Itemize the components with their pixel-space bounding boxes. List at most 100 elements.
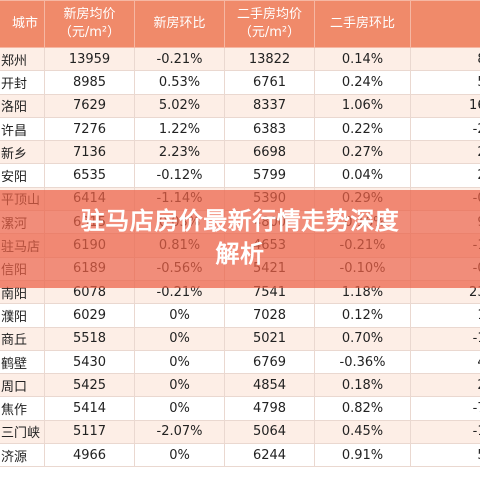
new-change-cell: 0%	[135, 444, 225, 467]
second-price-cell: 6383	[225, 117, 315, 140]
last-col-cell: 5.0	[411, 71, 480, 94]
second-change-cell: 0.12%	[315, 304, 411, 327]
city-cell: 商丘	[0, 327, 45, 350]
city-cell: 新乡	[0, 141, 45, 164]
second-change-cell: 0.14%	[315, 48, 411, 71]
city-cell: 许昌	[0, 117, 45, 140]
header-second-price: 二手房均价 （元/m²）	[225, 1, 315, 48]
second-change-cell: 0.82%	[315, 397, 411, 420]
article-title[interactable]: 驻马店房价最新行情走势深度 解析	[0, 205, 480, 271]
new-change-cell: 2.23%	[135, 141, 225, 164]
second-price-cell: 7028	[225, 304, 315, 327]
table-header-row: 城市 新房均价 （元/m²） 新房环比 二手房均价 （元/m²） 二手房环比	[0, 1, 480, 48]
header-second-price-unit: （元/m²）	[239, 25, 300, 40]
new-price-cell: 7276	[45, 117, 135, 140]
second-change-cell: -0.36%	[315, 350, 411, 373]
new-price-cell: 13959	[45, 48, 135, 71]
last-col-cell: 16.1	[411, 94, 480, 117]
new-change-cell: 0%	[135, 374, 225, 397]
new-price-cell: 6029	[45, 304, 135, 327]
city-cell: 开封	[0, 71, 45, 94]
city-cell: 鹤壁	[0, 350, 45, 373]
header-new-price-title: 新房均价	[63, 7, 115, 22]
last-col-cell: 5.3	[411, 444, 480, 467]
city-cell: 周口	[0, 374, 45, 397]
new-change-cell: 0%	[135, 350, 225, 373]
city-cell: 焦作	[0, 397, 45, 420]
header-second-price-title: 二手房均价	[237, 7, 302, 22]
last-col-cell: -7.4	[411, 397, 480, 420]
last-col-cell: -2.0	[411, 117, 480, 140]
city-cell: 濮阳	[0, 304, 45, 327]
header-city: 城市	[0, 1, 45, 48]
city-cell: 济源	[0, 444, 45, 467]
header-new-price-unit: （元/m²）	[59, 25, 120, 40]
last-col-cell: 4.0	[411, 350, 480, 373]
header-new-change: 新房环比	[135, 1, 225, 48]
new-change-cell: -0.12%	[135, 164, 225, 187]
new-price-cell: 7136	[45, 141, 135, 164]
new-price-cell: 5117	[45, 420, 135, 443]
last-col-cell: 2.7	[411, 374, 480, 397]
second-change-cell: 0.22%	[315, 117, 411, 140]
header-last-col	[411, 1, 480, 48]
new-change-cell: -0.21%	[135, 48, 225, 71]
second-price-cell: 4798	[225, 397, 315, 420]
second-change-cell: 0.24%	[315, 71, 411, 94]
last-col-cell: 1.2	[411, 304, 480, 327]
header-second-change: 二手房环比	[315, 1, 411, 48]
second-price-cell: 13822	[225, 48, 315, 71]
article-title-line-1: 驻马店房价最新行情走势深度	[0, 205, 480, 238]
second-change-cell: 0.27%	[315, 141, 411, 164]
second-price-cell: 8337	[225, 94, 315, 117]
city-cell: 安阳	[0, 164, 45, 187]
new-change-cell: 0%	[135, 327, 225, 350]
new-price-cell: 8985	[45, 71, 135, 94]
last-col-cell: 8.3	[411, 48, 480, 71]
article-title-line-2: 解析	[0, 238, 480, 271]
new-change-cell: 1.22%	[135, 117, 225, 140]
new-price-cell: 7629	[45, 94, 135, 117]
header-new-price: 新房均价 （元/m²）	[45, 1, 135, 48]
second-change-cell: 0.45%	[315, 420, 411, 443]
new-price-cell: 5430	[45, 350, 135, 373]
second-change-cell: 0.70%	[315, 327, 411, 350]
second-price-cell: 5799	[225, 164, 315, 187]
new-change-cell: 0.53%	[135, 71, 225, 94]
new-price-cell: 5414	[45, 397, 135, 420]
second-price-cell: 5021	[225, 327, 315, 350]
second-change-cell: 0.04%	[315, 164, 411, 187]
second-change-cell: 0.91%	[315, 444, 411, 467]
second-price-cell: 6698	[225, 141, 315, 164]
city-cell: 三门峡	[0, 420, 45, 443]
new-price-cell: 5425	[45, 374, 135, 397]
new-price-cell: 4966	[45, 444, 135, 467]
second-price-cell: 6769	[225, 350, 315, 373]
new-price-cell: 6535	[45, 164, 135, 187]
second-price-cell: 5064	[225, 420, 315, 443]
last-col-cell: -12.	[411, 327, 480, 350]
new-price-cell: 5518	[45, 327, 135, 350]
last-col-cell: 2.0	[411, 164, 480, 187]
last-col-cell: 2.6	[411, 141, 480, 164]
second-change-cell: 0.18%	[315, 374, 411, 397]
new-change-cell: 0%	[135, 397, 225, 420]
second-price-cell: 6244	[225, 444, 315, 467]
new-change-cell: 5.02%	[135, 94, 225, 117]
second-price-cell: 6761	[225, 71, 315, 94]
city-cell: 洛阳	[0, 94, 45, 117]
last-col-cell: -1.0	[411, 420, 480, 443]
